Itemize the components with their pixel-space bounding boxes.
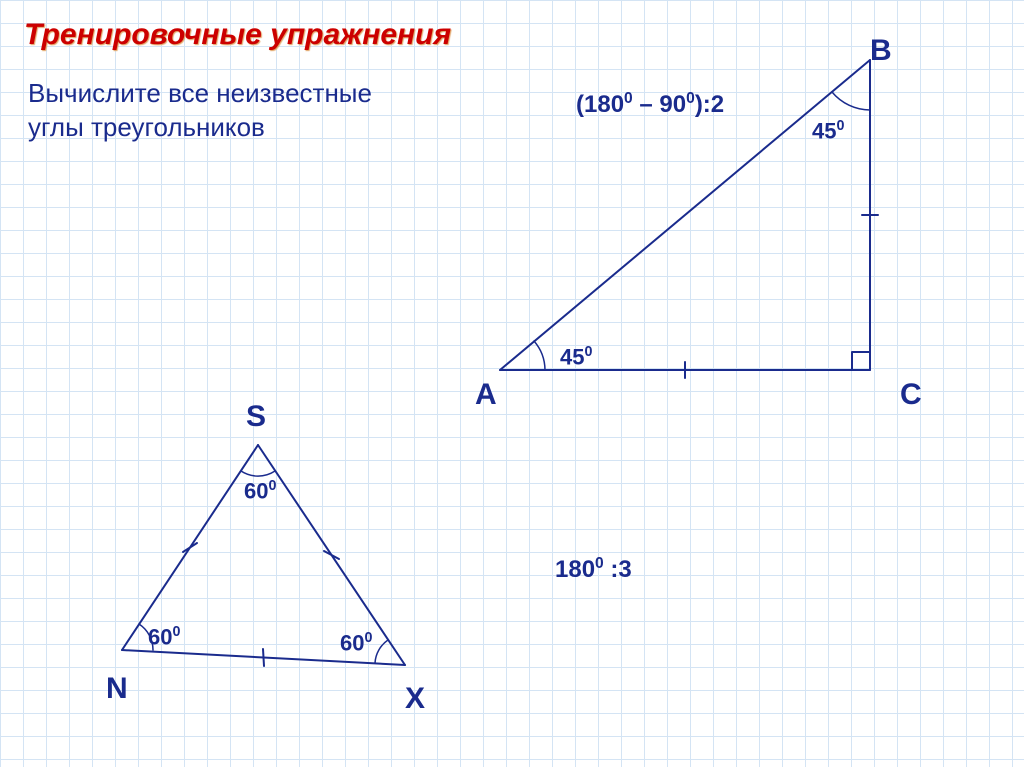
formula-equilateral-triangle: 1800 :3	[555, 555, 632, 584]
angle-n-label: 600	[148, 624, 180, 650]
triangle-nsx	[0, 0, 1024, 767]
angle-x-label: 600	[340, 630, 372, 656]
angle-s-label: 600	[244, 478, 276, 504]
vertex-n: N	[106, 672, 128, 706]
vertex-s: S	[246, 400, 266, 434]
vertex-x: X	[405, 682, 425, 716]
